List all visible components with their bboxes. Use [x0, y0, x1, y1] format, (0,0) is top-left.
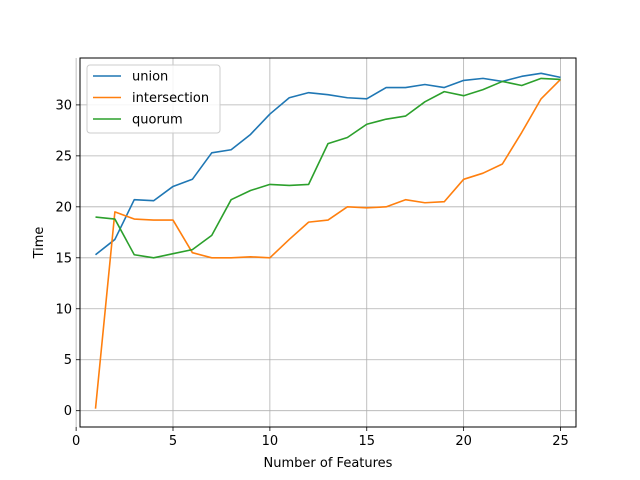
series-line-intersection — [94, 78, 562, 409]
legend-box — [86, 64, 221, 134]
x-axis-label: Number of Features — [264, 456, 393, 471]
legend: union intersection quorum — [86, 64, 221, 134]
legend-label-intersection: intersection — [132, 91, 209, 106]
grid-lines — [75, 58, 576, 427]
x-tick-label: 15 — [358, 434, 375, 449]
legend-label-quorum: quorum — [132, 113, 183, 128]
x-tick-label: 5 — [169, 434, 177, 449]
x-tick-label: 20 — [455, 434, 472, 449]
axes: 0 5 10 15 20 25 0 5 10 15 20 25 30 — [55, 98, 568, 449]
y-tick-label: 10 — [55, 302, 72, 317]
y-tick-label: 15 — [55, 251, 72, 266]
series-lines — [94, 72, 562, 409]
legend-label-union: union — [132, 70, 168, 85]
series-line-quorum — [95, 77, 561, 259]
y-tick-label: 0 — [64, 404, 72, 419]
y-tick-label: 30 — [55, 98, 72, 113]
x-tick-label: 10 — [262, 434, 279, 449]
x-tick-label: 0 — [72, 434, 80, 449]
y-axis-label: Time — [32, 227, 47, 260]
y-tick-label: 5 — [64, 353, 72, 368]
series-line-union — [95, 72, 561, 256]
x-tick-label: 25 — [552, 434, 569, 449]
y-tick-label: 25 — [55, 149, 72, 164]
plot-frame — [79, 57, 577, 428]
y-tick-label: 20 — [55, 200, 72, 215]
